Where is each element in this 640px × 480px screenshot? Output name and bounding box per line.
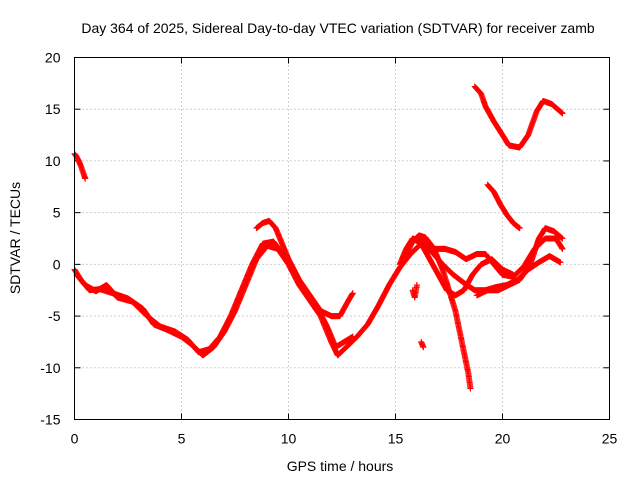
y-tick-label: -15 bbox=[40, 412, 60, 428]
y-tick-label: 15 bbox=[45, 101, 61, 117]
data-point bbox=[559, 245, 566, 252]
x-tick-label: 10 bbox=[281, 431, 297, 447]
data-point bbox=[349, 333, 356, 340]
series-trace-l bbox=[484, 181, 523, 232]
x-axis-label: GPS time / hours bbox=[287, 458, 394, 474]
chart-title: Day 364 of 2025, Sidereal Day-to-day VTE… bbox=[81, 20, 594, 36]
y-tick-label: 5 bbox=[53, 205, 61, 221]
data-point bbox=[516, 225, 523, 232]
y-tick-label: 0 bbox=[53, 256, 61, 272]
data-point bbox=[557, 259, 564, 266]
y-axis-label: SDTVAR / TECUs bbox=[7, 182, 23, 294]
x-tick-label: 25 bbox=[602, 431, 618, 447]
data-point bbox=[559, 110, 566, 117]
series-trace-e bbox=[403, 232, 474, 392]
series-trace-k bbox=[471, 83, 566, 151]
x-tick-label: 20 bbox=[495, 431, 511, 447]
data-point bbox=[559, 235, 566, 242]
plot-frame bbox=[74, 57, 610, 420]
series-trace-i bbox=[418, 338, 427, 351]
y-tick-label: 20 bbox=[45, 50, 61, 66]
series-trace-h bbox=[473, 225, 566, 299]
x-tick-label: 5 bbox=[178, 431, 186, 447]
x-tick-label: 15 bbox=[388, 431, 404, 447]
data-point bbox=[349, 290, 356, 297]
data-point bbox=[82, 175, 89, 182]
grid-layer bbox=[74, 57, 610, 420]
x-tick-label: 0 bbox=[71, 431, 79, 447]
data-point bbox=[413, 282, 420, 289]
y-tick-label: -5 bbox=[48, 308, 61, 324]
point-layer bbox=[71, 83, 566, 392]
y-tick-label: 10 bbox=[45, 153, 61, 169]
data-point bbox=[420, 344, 427, 351]
series-trace-j bbox=[409, 282, 420, 301]
data-point bbox=[467, 385, 474, 392]
y-tick-label: -10 bbox=[40, 360, 60, 376]
series-trace-d bbox=[253, 217, 356, 320]
